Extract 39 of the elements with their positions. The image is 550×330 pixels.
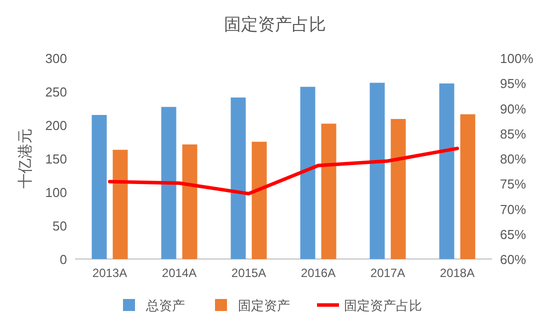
bar xyxy=(161,106,176,259)
y-tick-label: 0 xyxy=(60,252,67,267)
y2-tick-label: 85% xyxy=(500,126,526,142)
bar xyxy=(321,124,336,259)
bar xyxy=(460,114,476,259)
y-tick-label: 150 xyxy=(45,152,67,166)
bar xyxy=(182,144,198,259)
y-tick-label: 300 xyxy=(45,51,67,66)
x-tick-label: 2015A xyxy=(231,266,266,280)
x-tick-label: 2018A xyxy=(440,266,475,280)
y2-tick-label: 95% xyxy=(500,76,526,92)
legend-label: 固定资产 xyxy=(238,298,290,313)
x-tick-label: 2014A xyxy=(162,266,197,280)
y-tick-label: 100 xyxy=(45,185,67,200)
legend-label: 总资产 xyxy=(145,298,185,313)
y2-tick-label: 70% xyxy=(500,202,526,217)
x-tick-label: 2017A xyxy=(370,266,406,280)
bar xyxy=(370,82,385,259)
bar xyxy=(439,83,454,259)
bar xyxy=(390,118,406,259)
y2-tick-label: 90% xyxy=(500,101,526,116)
y2-tick-label: 65% xyxy=(500,226,526,242)
y-tick-label: 50 xyxy=(52,218,67,234)
y2-tick-label: 100% xyxy=(500,51,534,66)
x-tick-label: 2016A xyxy=(300,266,336,280)
y-tick-label: 250 xyxy=(45,84,67,100)
y2-tick-label: 60% xyxy=(500,252,526,267)
bar xyxy=(92,114,107,259)
bar xyxy=(112,150,128,259)
y2-tick-label: 80% xyxy=(500,152,526,166)
bar xyxy=(300,86,316,259)
bar xyxy=(252,142,267,259)
legend-label: 固定资产占比 xyxy=(344,298,422,313)
y2-tick-label: 75% xyxy=(500,176,526,192)
y-axis-title: 十亿港元 xyxy=(17,128,34,188)
y-tick-label: 200 xyxy=(45,118,67,133)
bar xyxy=(230,98,246,259)
x-tick-label: 2013A xyxy=(92,266,128,280)
chart-title: 固定资产占比 xyxy=(224,15,326,34)
